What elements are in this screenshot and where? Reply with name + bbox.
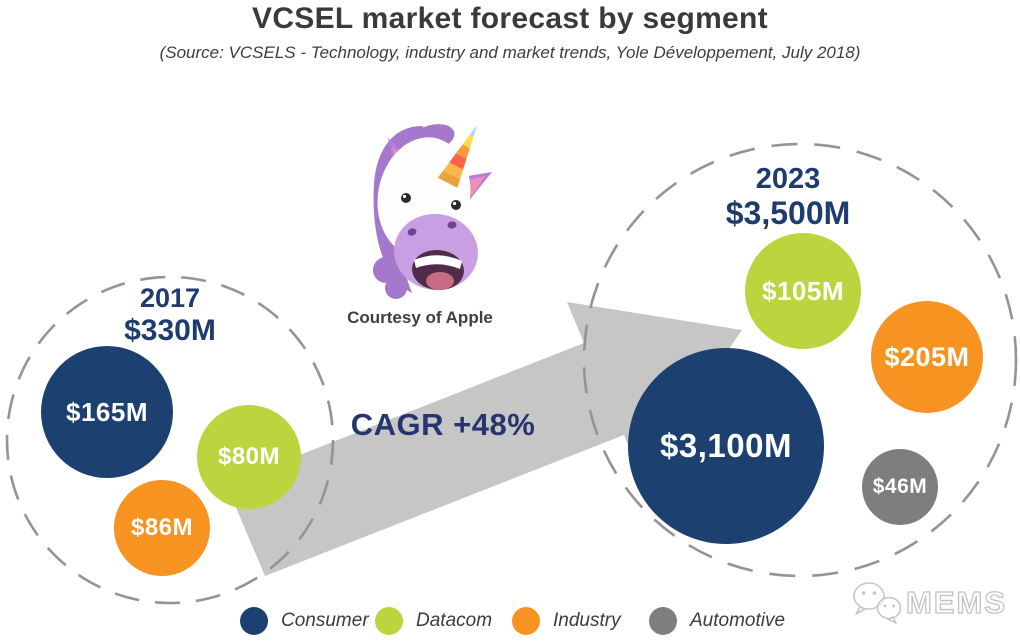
group-label-2017: 2017 $330M [70,283,270,347]
total-2017: $330M [124,313,216,347]
bubble-2017-datacom: $80M [197,405,301,509]
dashed-circle-2017 [5,275,335,605]
bubble-2023-automotive: $46M [862,449,938,525]
legend-item-automotive: Automotive [649,607,785,635]
total-2023: $3,500M [725,194,851,231]
group-label-2023: 2023 $3,500M [688,163,888,231]
legend-dot-datacom [375,607,403,635]
page-title: VCSEL market forecast by segment [252,2,768,35]
legend-label-industry: Industry [553,610,621,631]
bubble-2023-consumer-label: $3,100M [660,427,792,464]
legend-item-industry: Industry [512,607,621,635]
bubble-2017-consumer-label: $165M [66,396,148,427]
bubble-2017-consumer: $165M [41,346,173,478]
legend-item-datacom: Datacom [375,607,492,635]
cagr-annotation: CAGR +48% [350,407,536,442]
legend-label-consumer: Consumer [281,610,369,631]
year-2017: 2017 [139,283,201,313]
watermark-text: MEMS [905,584,1007,620]
bubble-2023-datacom: $105M [745,233,861,349]
bubble-2017-industry: $86M [114,480,210,576]
legend-dot-industry [512,607,540,635]
bubble-2023-automotive-label: $46M [872,475,928,498]
bubble-2017-industry-label: $86M [130,514,194,541]
bubble-2023-industry: $205M [871,301,983,413]
unicorn-emoji-icon [373,119,492,299]
mems-watermark: MEMS [848,578,1007,628]
legend-label-automotive: Automotive [690,610,786,631]
bubble-2023-industry-label: $205M [884,341,970,372]
bubble-2017-datacom-label: $80M [217,443,281,470]
legend-dot-automotive [649,607,677,635]
legend-label-datacom: Datacom [416,610,493,631]
source-subtitle: (Source: VCSELS - Technology, industry a… [159,43,861,62]
unicorn-caption: Courtesy of Apple [347,308,493,327]
growth-arrow [226,302,742,576]
bubble-2023-consumer: $3,100M [628,348,824,544]
year-2023: 2023 [755,163,821,195]
legend-dot-consumer [240,607,268,635]
wechat-logo-icon [853,582,902,624]
legend-item-consumer: Consumer [240,607,369,635]
dashed-circle-2023 [582,142,1018,578]
bubble-2023-datacom-label: $105M [762,275,844,306]
